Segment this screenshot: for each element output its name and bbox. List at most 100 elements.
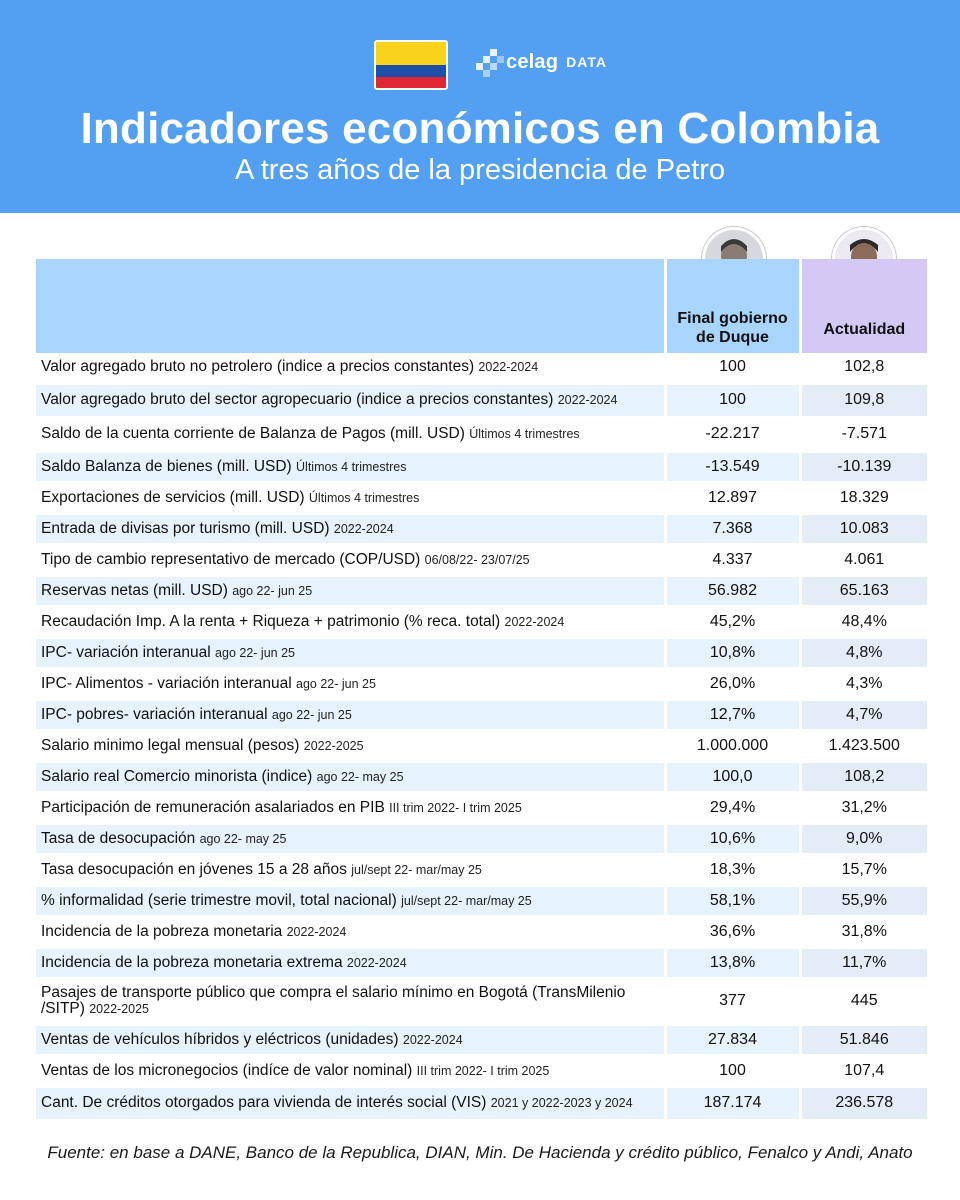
indicator-cell: Saldo Balanza de bienes (mill. USD) Últi… xyxy=(36,451,667,484)
table-row: Incidencia de la pobreza monetaria 2022-… xyxy=(36,916,927,949)
table-row: IPC- pobres- variación interanual ago 22… xyxy=(36,699,927,732)
duque-value: 18,3% xyxy=(665,854,802,887)
indicator-cell: IPC- pobres- variación interanual ago 22… xyxy=(36,699,667,732)
indicator-period: 2022-2024 xyxy=(333,521,394,536)
duque-value: 13,8% xyxy=(665,947,802,980)
indicator-label: Tasa desocupación en jóvenes 15 a 28 año… xyxy=(41,860,347,878)
duque-value: 187.174 xyxy=(665,1086,802,1122)
indicator-period: ago 22- jun 25 xyxy=(271,707,352,722)
indicator-label: Reservas netas (mill. USD) xyxy=(41,581,228,599)
table-row: Tipo de cambio representativo de mercado… xyxy=(36,544,927,577)
indicator-period: ago 22- jun 25 xyxy=(215,645,295,660)
table-row: IPC- Alimentos - variación interanual ag… xyxy=(36,668,927,701)
duque-value: -13.549 xyxy=(665,451,802,484)
duque-value: 56.982 xyxy=(665,575,802,608)
indicator-label: IPC- Alimentos - variación interanual xyxy=(41,674,292,692)
indicator-cell: Incidencia de la pobreza monetaria 2022-… xyxy=(36,916,667,949)
actualidad-value: 31,8% xyxy=(800,916,927,949)
actualidad-value: 31,2% xyxy=(800,792,927,825)
indicator-period: III trim 2022- I trim 2025 xyxy=(416,1063,550,1078)
indicator-label: % informalidad (serie trimestre movil, t… xyxy=(41,891,397,909)
table-row: Valor agregado bruto no petrolero (indic… xyxy=(36,353,927,385)
indicator-period: jul/sept 22- mar/may 25 xyxy=(351,862,482,877)
indicator-cell: Participación de remuneración asalariado… xyxy=(36,792,667,825)
actualidad-value: 109,8 xyxy=(800,383,927,419)
duque-value: 12.897 xyxy=(665,482,802,515)
indicator-cell: Recaudación Imp. A la renta + Riqueza + … xyxy=(36,606,667,639)
indicator-cell: Tasa de desocupación ago 22- may 25 xyxy=(36,823,667,856)
indicator-label: Cant. De créditos otorgados para viviend… xyxy=(41,1094,487,1111)
indicator-label: Saldo Balanza de bienes (mill. USD) xyxy=(41,457,292,475)
indicator-period: Últimos 4 trimestres xyxy=(296,459,407,474)
duque-value: 10,6% xyxy=(665,823,802,856)
table-row: Saldo Balanza de bienes (mill. USD) Últi… xyxy=(36,451,927,484)
actualidad-value: 108,2 xyxy=(800,761,927,794)
indicator-period: Últimos 4 trimestres xyxy=(308,490,420,505)
indicator-label: Valor agregado bruto no petrolero (indic… xyxy=(41,358,475,376)
table-row: Pasajes de transporte público que compra… xyxy=(36,978,927,1026)
indicator-period: 2022-2024 xyxy=(286,924,347,939)
duque-value: 4.337 xyxy=(665,544,802,577)
indicator-label: Exportaciones de servicios (mill. USD) xyxy=(41,488,305,506)
indicator-period: Últimos 4 trimestres xyxy=(469,427,580,441)
indicator-period: ago 22- may 25 xyxy=(316,769,404,784)
actualidad-value: 1.423.500 xyxy=(800,730,927,763)
celag-data-logo: celag DATA xyxy=(476,45,607,79)
actualidad-value: 65.163 xyxy=(800,575,927,608)
indicator-cell: Salario real Comercio minorista (indice)… xyxy=(36,761,667,794)
duque-value: 45,2% xyxy=(665,606,802,639)
indicator-label: Ventas de los micronegocios (indíce de v… xyxy=(41,1061,413,1079)
table-row: Ventas de los micronegocios (indíce de v… xyxy=(36,1055,927,1088)
indicator-cell: Ventas de vehículos híbridos y eléctrico… xyxy=(36,1024,667,1057)
table-row: Incidencia de la pobreza monetaria extre… xyxy=(36,947,927,980)
actualidad-value: 55,9% xyxy=(800,885,927,918)
indicator-cell: Exportaciones de servicios (mill. USD) Ú… xyxy=(36,482,667,515)
column-header-actualidad: Actualidad xyxy=(800,259,927,353)
indicator-cell: IPC- variación interanual ago 22- jun 25 xyxy=(36,637,667,670)
indicator-period: 2022-2025 xyxy=(89,1002,150,1016)
indicator-period: 2022-2024 xyxy=(346,955,407,970)
indicator-period: 2022-2024 xyxy=(402,1032,463,1047)
header-banner: celag DATA Indicadores económicos en Col… xyxy=(0,0,960,213)
indicator-label: Tipo de cambio representativo de mercado… xyxy=(41,550,421,568)
indicator-label: Incidencia de la pobreza monetaria xyxy=(41,922,283,940)
table-row: Entrada de divisas por turismo (mill. US… xyxy=(36,513,927,546)
duque-value: -22.217 xyxy=(665,417,802,453)
duque-value: 58,1% xyxy=(665,885,802,918)
actualidad-value: 236.578 xyxy=(800,1086,927,1122)
indicator-period: 2022-2024 xyxy=(504,614,565,629)
indicator-period: ago 22- jun 25 xyxy=(232,583,313,598)
indicator-label: Participación de remuneración asalariado… xyxy=(41,798,385,816)
table-row: Cant. De créditos otorgados para viviend… xyxy=(36,1086,927,1122)
indicator-label: Incidencia de la pobreza monetaria extre… xyxy=(41,953,343,971)
indicator-label: Ventas de vehículos híbridos y eléctrico… xyxy=(41,1030,399,1048)
actualidad-value: -7.571 xyxy=(800,417,927,453)
table-row: Saldo de la cuenta corriente de Balanza … xyxy=(36,417,927,453)
indicator-period: 2021 y 2022-2023 y 2024 xyxy=(490,1096,633,1110)
table-row: Salario minimo legal mensual (pesos) 202… xyxy=(36,730,927,763)
indicator-period: jul/sept 22- mar/may 25 xyxy=(401,893,532,908)
actualidad-value: 4.061 xyxy=(800,544,927,577)
actualidad-value: 445 xyxy=(800,978,927,1026)
actualidad-value: 51.846 xyxy=(800,1024,927,1057)
duque-value: 27.834 xyxy=(665,1024,802,1057)
indicator-cell: Tasa desocupación en jóvenes 15 a 28 año… xyxy=(36,854,667,887)
indicator-label: Pasajes de transporte público que compra… xyxy=(41,984,626,1017)
table-row: Participación de remuneración asalariado… xyxy=(36,792,927,825)
actualidad-value: 15,7% xyxy=(800,854,927,887)
column-header-duque: Final gobierno de Duque xyxy=(665,259,802,353)
indicator-cell: Valor agregado bruto no petrolero (indic… xyxy=(36,353,667,385)
table-row: % informalidad (serie trimestre movil, t… xyxy=(36,885,927,918)
table-row: Valor agregado bruto del sector agropecu… xyxy=(36,383,927,419)
table-row: Reservas netas (mill. USD) ago 22- jun 2… xyxy=(36,575,927,608)
indicator-cell: Ventas de los micronegocios (indíce de v… xyxy=(36,1055,667,1088)
indicator-period: ago 22- may 25 xyxy=(199,831,287,846)
indicator-label: Salario minimo legal mensual (pesos) xyxy=(41,736,300,754)
indicator-period: 06/08/22- 23/07/25 xyxy=(424,552,530,567)
actualidad-value: 4,8% xyxy=(800,637,927,670)
indicator-cell: Valor agregado bruto del sector agropecu… xyxy=(36,383,667,419)
source-footnote: Fuente: en base a DANE, Banco de la Repu… xyxy=(47,1143,913,1162)
duque-value: 1.000.000 xyxy=(665,730,802,763)
indicator-label: IPC- variación interanual xyxy=(41,643,211,661)
table-row: Exportaciones de servicios (mill. USD) Ú… xyxy=(36,482,927,515)
